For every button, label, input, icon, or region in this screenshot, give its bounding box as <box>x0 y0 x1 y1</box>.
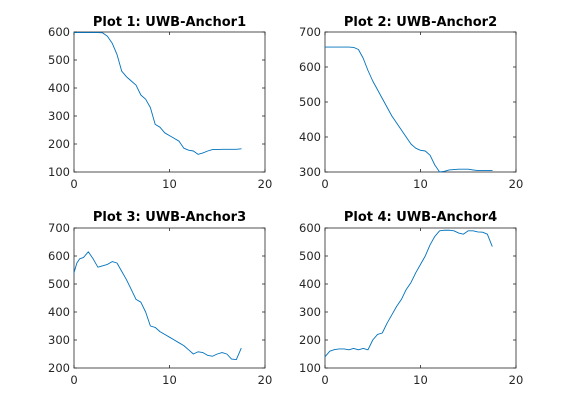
subplot-3-ticks: 0 10 20 200 300 400 500 600 700 <box>48 221 272 387</box>
subplot-4-ytick-label-300: 300 <box>299 305 321 319</box>
subplot-2-title: Plot 2: UWB-Anchor2 <box>344 15 497 30</box>
subplot-1-ytick-label-300: 300 <box>48 109 70 123</box>
subplot-3-xtick-label-10: 10 <box>162 373 177 387</box>
subplot-2-ytick-label-300: 300 <box>299 165 321 179</box>
subplot-4-xtick-label-0: 0 <box>321 373 328 387</box>
subplot-2-ytick-label-600: 600 <box>299 60 321 74</box>
subplot-3-series-line <box>73 251 242 361</box>
subplot-2-ytick-label-700: 700 <box>299 25 321 39</box>
subplot-3-xtick-label-0: 0 <box>70 373 77 387</box>
subplot-1-xtick-label-20: 20 <box>258 177 273 191</box>
subplot-3-ytick-label-700: 700 <box>48 221 70 235</box>
subplot-2-xtick-label-0: 0 <box>321 177 328 191</box>
subplot-2-xtick-label-20: 20 <box>509 177 524 191</box>
subplot-2-ytick-label-500: 500 <box>299 95 321 109</box>
subplot-3-ytick-label-200: 200 <box>48 361 70 375</box>
subplot-4-ytick-label-200: 200 <box>299 333 321 347</box>
subplot-2: Plot 2: UWB-Anchor2 0 10 20 300 400 500 600 700 <box>299 15 523 191</box>
subplot-4-axes <box>324 227 517 369</box>
subplot-4-ytick-label-500: 500 <box>299 249 321 263</box>
subplot-1-xtick-label-0: 0 <box>70 177 77 191</box>
subplot-1-axes <box>73 31 266 173</box>
subplot-3-xtick-label-20: 20 <box>258 373 273 387</box>
subplot-4-ytick-label-600: 600 <box>299 221 321 235</box>
subplot-3-title: Plot 3: UWB-Anchor3 <box>93 210 246 225</box>
subplot-2-xtick-label-10: 10 <box>413 177 428 191</box>
subplot-2-ytick-label-400: 400 <box>299 130 321 144</box>
subplot-1-ytick-label-500: 500 <box>48 53 70 67</box>
subplot-1-ytick-label-200: 200 <box>48 137 70 151</box>
subplot-1-series-line <box>73 32 242 155</box>
subplot-1-xtick-label-10: 10 <box>162 177 177 191</box>
subplot-1-ticks: 0 10 20 100 200 300 400 500 600 <box>48 25 272 191</box>
subplot-1-ytick-label-400: 400 <box>48 81 70 95</box>
subplot-2-axes <box>324 31 517 173</box>
subplot-3-axes <box>73 227 266 369</box>
subplot-2-series-line <box>324 46 493 173</box>
subplot-3-ytick-label-300: 300 <box>48 333 70 347</box>
subplot-1-ytick-label-600: 600 <box>48 25 70 39</box>
subplot-3-ytick-label-500: 500 <box>48 277 70 291</box>
subplot-4-title: Plot 4: UWB-Anchor4 <box>344 210 497 225</box>
subplot-4: Plot 4: UWB-Anchor4 0 10 20 100 200 300 400 500… <box>299 210 523 387</box>
subplot-4-xtick-label-10: 10 <box>413 373 428 387</box>
subplot-3-ytick-label-600: 600 <box>48 249 70 263</box>
subplot-1: Plot 1: UWB-Anchor1 0 10 20 100 200 300 400 500… <box>48 15 272 191</box>
subplot-1-title: Plot 1: UWB-Anchor1 <box>93 15 246 30</box>
subplot-2-ticks: 0 10 20 300 400 500 600 700 <box>299 25 523 191</box>
subplot-4-ticks: 0 10 20 100 200 300 400 500 600 <box>299 221 523 387</box>
subplot-3-ytick-label-400: 400 <box>48 305 70 319</box>
subplot-1-ytick-label-100: 100 <box>48 165 70 179</box>
subplot-4-series-line <box>324 229 493 358</box>
subplot-4-xtick-label-20: 20 <box>509 373 524 387</box>
subplot-3: Plot 3: UWB-Anchor3 0 10 20 200 300 400 500 600… <box>48 210 272 387</box>
subplot-4-ytick-label-100: 100 <box>299 361 321 375</box>
subplot-4-ytick-label-400: 400 <box>299 277 321 291</box>
